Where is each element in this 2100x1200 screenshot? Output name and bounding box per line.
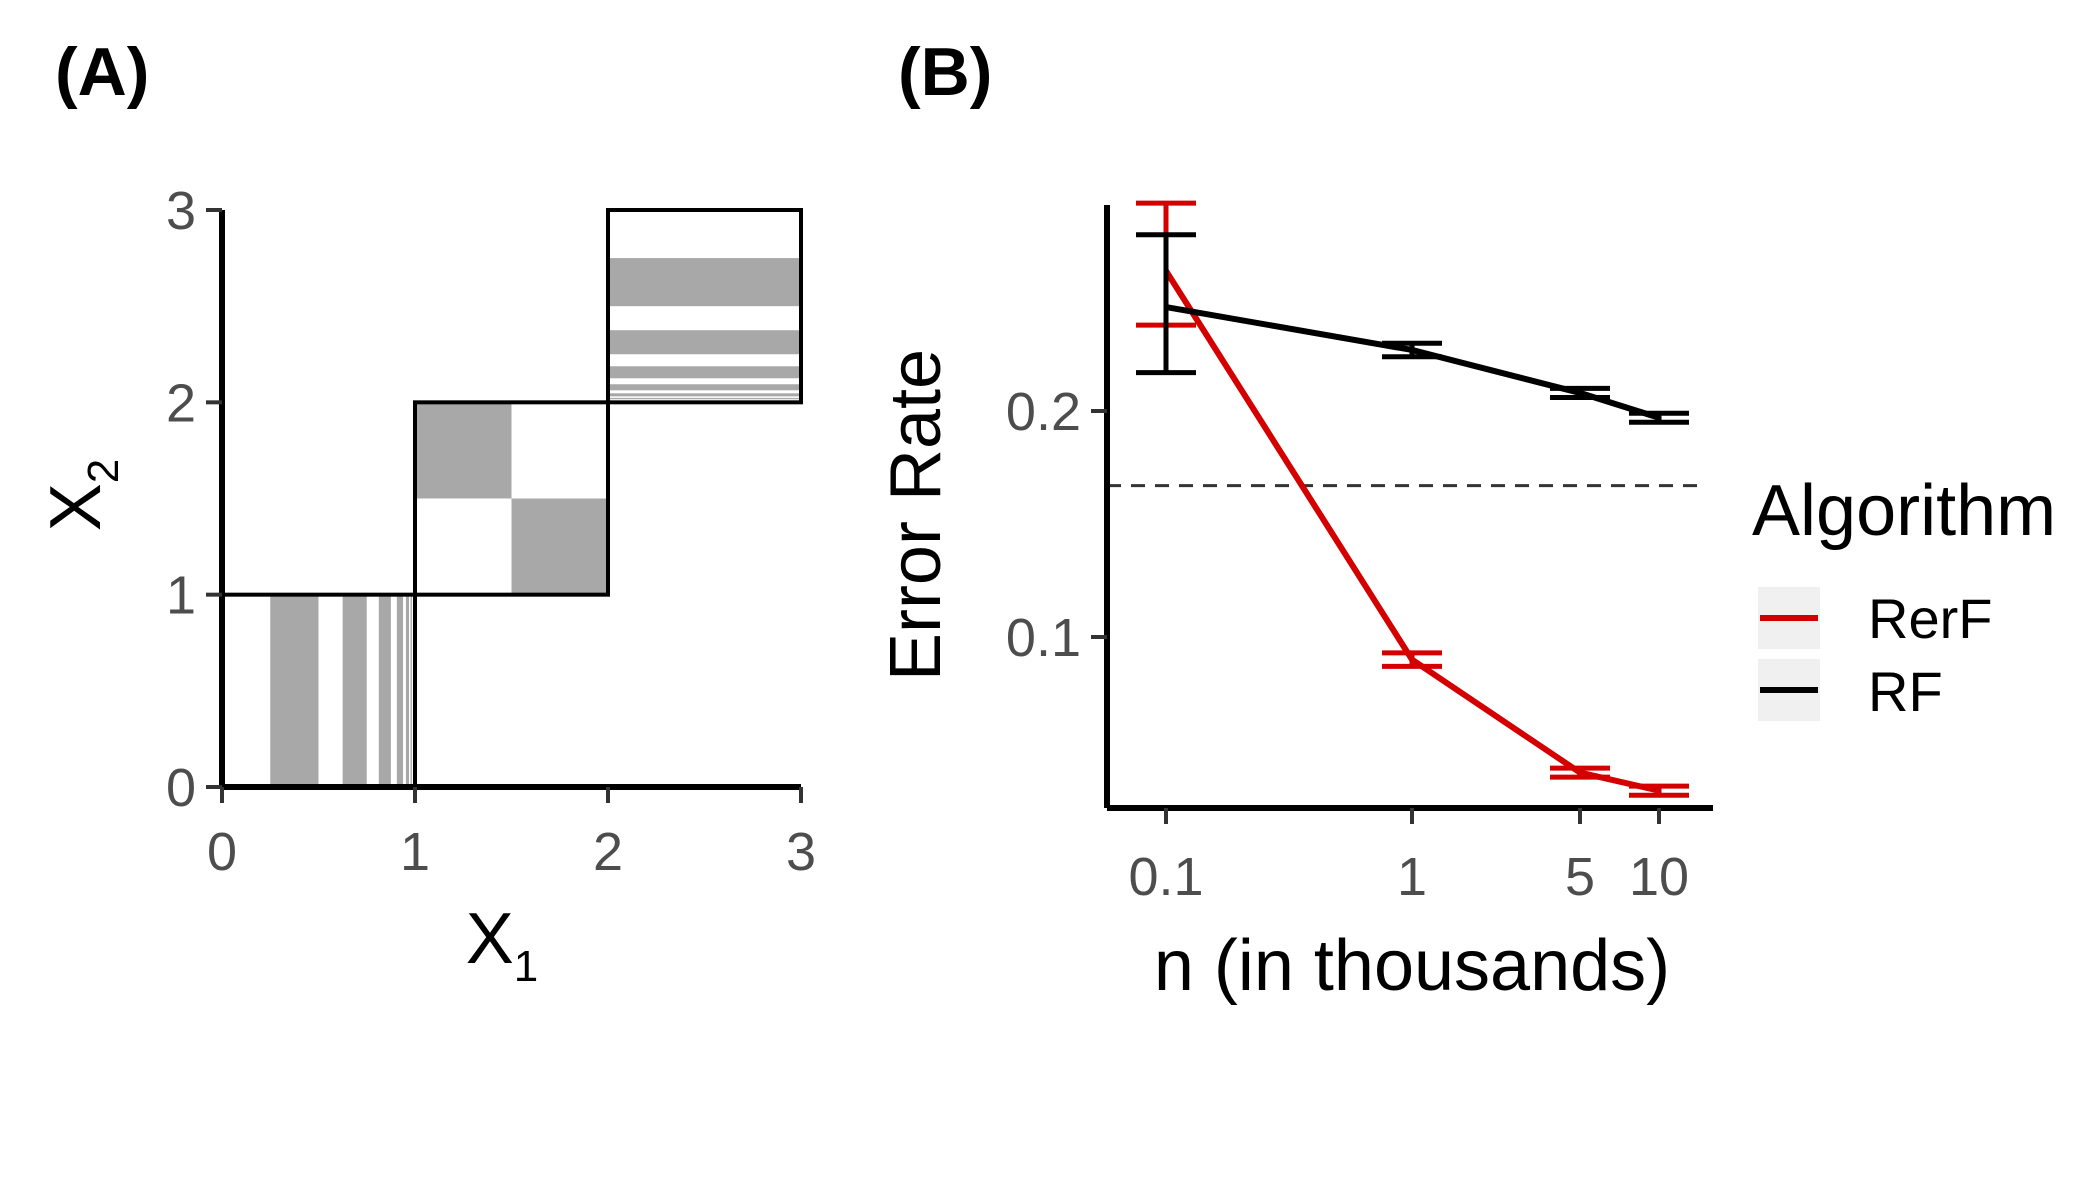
panel-b-y-tick-label: 0.1	[1006, 608, 1081, 668]
panel-a-x-tick-label: 3	[786, 822, 816, 882]
series-line-rerf	[1163, 269, 1660, 794]
horizontal-stripe-0	[608, 258, 801, 307]
panel-b-x-tick-label: 0.1	[1128, 847, 1203, 907]
panel-b-xlabel: n (in thousands)	[1154, 926, 1670, 1006]
panel-b-x-tick-label: 5	[1565, 847, 1595, 907]
panel-b-line-chart: n (in thousands) Error Rate Algorithm Re…	[876, 200, 2056, 1006]
panel-a-y-tick-label: 0	[166, 758, 196, 818]
panel-a-y-tick-label: 1	[166, 566, 196, 626]
panel-a-x-tick-label: 2	[593, 822, 623, 882]
error-bar-rf	[1136, 232, 1196, 376]
panel-a-x-tick-label: 0	[207, 822, 237, 882]
legend-title: Algorithm	[1752, 471, 2056, 551]
legend: Algorithm RerF RF	[1752, 471, 2056, 723]
vertical-stripe-2	[378, 594, 391, 787]
panel-b-x-tick-label: 10	[1629, 847, 1689, 907]
checker-square-0	[415, 402, 512, 499]
horizontal-stripe-4	[608, 393, 801, 397]
panel-a-xlabel: X1	[466, 899, 539, 991]
vertical-stripe-3	[396, 594, 404, 787]
panel-label-b: (B)	[898, 34, 992, 110]
legend-label-rerf: RerF	[1868, 587, 1992, 650]
region-box-1	[413, 400, 610, 597]
panel-b-y-tick-label: 0.2	[1006, 382, 1081, 442]
panel-a-x-tick-label: 1	[400, 822, 430, 882]
horizontal-stripe-3	[608, 384, 801, 391]
panel-a-ylabel: X2	[36, 459, 128, 532]
panel-b-ylabel: Error Rate	[876, 349, 956, 681]
panel-a-y-tick-label: 2	[166, 373, 196, 433]
region-box-2	[606, 208, 803, 405]
vertical-stripe-0	[270, 594, 319, 787]
vertical-stripe-5	[410, 594, 412, 787]
vertical-stripe-1	[342, 594, 367, 787]
horizontal-stripe-1	[608, 330, 801, 355]
panel-a-diagram: X1 X2 0 1 2 3 0 1 2 3	[36, 181, 816, 991]
panel-a-y-tick-label: 3	[166, 181, 196, 241]
horizontal-stripe-5	[608, 397, 801, 400]
series-line-rf	[1165, 304, 1660, 421]
legend-label-rf: RF	[1868, 660, 1943, 723]
panel-b-x-tick-label: 1	[1397, 847, 1427, 907]
checker-square-1	[511, 498, 608, 595]
horizontal-stripe-2	[608, 366, 801, 379]
panel-label-a: (A)	[55, 34, 149, 110]
vertical-stripe-4	[405, 594, 410, 787]
